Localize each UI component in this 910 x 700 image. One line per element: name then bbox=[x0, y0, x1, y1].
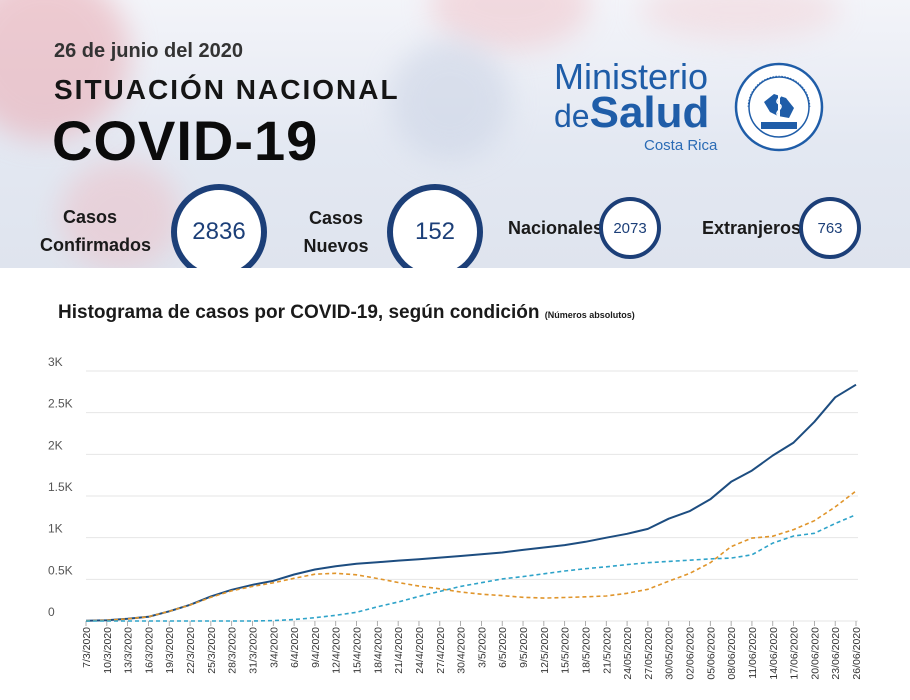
x-tick-label: 22/3/2020 bbox=[185, 627, 197, 674]
series-line-2 bbox=[85, 490, 857, 622]
header-banner: 26 de junio del 2020 SITUACIÓN NACIONAL … bbox=[0, 0, 910, 268]
x-tick-label: 10/3/2020 bbox=[102, 627, 114, 674]
series-line-3 bbox=[86, 513, 857, 622]
y-tick-label: 3K bbox=[48, 355, 63, 369]
confirmed-label-line: Casos bbox=[62, 207, 118, 227]
y-tick-label: 1K bbox=[48, 522, 63, 536]
x-tick-label: 12/5/2020 bbox=[539, 627, 551, 674]
report-subtitle: SITUACIÓN NACIONAL bbox=[54, 74, 400, 105]
x-tick-label: 08/06/2020 bbox=[726, 627, 738, 680]
logo-de-salud: deSalud bbox=[554, 88, 709, 138]
chart-title: Histograma de casos por COVID-19, según … bbox=[58, 302, 635, 324]
chart-title-unit: (Números absolutos) bbox=[544, 310, 635, 320]
new-cases-label-line: Casos bbox=[308, 208, 364, 228]
x-tick-label: 11/06/2020 bbox=[747, 627, 759, 679]
series-line-1 bbox=[85, 383, 857, 622]
x-tick-label: 15/4/2020 bbox=[352, 627, 364, 674]
x-tick-label: 9/5/2020 bbox=[518, 627, 530, 668]
x-tick-label: 18/4/2020 bbox=[372, 627, 384, 674]
x-tick-label: 14/06/2020 bbox=[768, 627, 780, 680]
x-tick-label: 26/06/2020 bbox=[851, 627, 863, 680]
x-tick-label: 20/06/2020 bbox=[809, 627, 821, 680]
x-tick-label: 25/3/2020 bbox=[206, 627, 218, 674]
y-tick-label: 2K bbox=[48, 438, 63, 452]
x-tick-label: 31/3/2020 bbox=[247, 627, 259, 674]
virus-decoration bbox=[390, 40, 510, 160]
virus-decoration bbox=[640, 0, 840, 40]
x-tick-label: 3/4/2020 bbox=[268, 627, 280, 668]
confirmed-label-line: Confirmados bbox=[40, 235, 152, 255]
new-cases-count: 152 bbox=[387, 184, 483, 268]
x-tick-label: 16/3/2020 bbox=[143, 627, 155, 674]
x-tick-label: 15/5/2020 bbox=[560, 627, 572, 674]
x-tick-label: 27/05/2020 bbox=[643, 627, 655, 680]
new-cases-label-line: Nuevos bbox=[303, 236, 369, 256]
x-tick-label: 21/4/2020 bbox=[393, 627, 405, 674]
report-date: 26 de junio del 2020 bbox=[54, 40, 243, 62]
x-tick-label: 7/3/2020 bbox=[81, 627, 93, 668]
x-tick-label: 19/3/2020 bbox=[164, 627, 176, 674]
x-tick-label: 30/05/2020 bbox=[664, 627, 676, 680]
x-tick-label: 21/5/2020 bbox=[601, 627, 613, 674]
cases-line-chart: 0 0.5K 1K 1.5K 2K 2.5K 3K 7/3/2020 10/3/2020 13/3… bbox=[48, 355, 863, 680]
x-tick-label: 12/4/2020 bbox=[331, 627, 343, 674]
foreign-label: Extranjeros bbox=[702, 218, 802, 238]
x-tick-label: 6/5/2020 bbox=[497, 627, 509, 668]
y-tick-label: 0.5K bbox=[48, 563, 73, 577]
x-tick-label: 6/4/2020 bbox=[289, 627, 301, 668]
y-tick-label: 0 bbox=[48, 605, 55, 619]
x-tick-label: 3/5/2020 bbox=[476, 627, 488, 668]
x-tick-label: 28/3/2020 bbox=[227, 627, 239, 674]
ministry-seal-icon bbox=[734, 62, 824, 152]
x-tick-label: 18/5/2020 bbox=[580, 627, 592, 674]
y-tick-label: 1.5K bbox=[48, 480, 73, 494]
x-tick-label: 23/06/2020 bbox=[830, 627, 842, 680]
national-label: Nacionales bbox=[508, 218, 604, 238]
x-tick-label: 9/4/2020 bbox=[310, 627, 322, 668]
x-tick-label: 05/06/2020 bbox=[705, 627, 717, 680]
x-tick-label: 17/06/2020 bbox=[789, 627, 801, 680]
chart-title-text: Histograma de casos por COVID-19, según … bbox=[58, 302, 540, 323]
y-tick-label: 2.5K bbox=[48, 397, 73, 411]
x-tick-label: 13/3/2020 bbox=[123, 627, 135, 674]
foreign-count: 763 bbox=[799, 197, 861, 259]
logo-salud: Salud bbox=[589, 88, 710, 137]
x-tick-label: 24/4/2020 bbox=[414, 627, 426, 674]
confirmed-count: 2836 bbox=[171, 184, 267, 268]
logo-de: de bbox=[554, 98, 590, 134]
x-tick-label: 24/05/2020 bbox=[622, 627, 634, 680]
logo-ministerio: Ministerio bbox=[554, 56, 709, 97]
confirmed-label: Casos Confirmados bbox=[40, 203, 152, 259]
x-tick-label: 02/06/2020 bbox=[685, 627, 697, 680]
x-tick-label: 27/4/2020 bbox=[435, 627, 447, 674]
logo-costa-rica: Costa Rica bbox=[644, 137, 718, 154]
report-title: COVID-19 bbox=[52, 109, 319, 172]
virus-decoration bbox=[60, 160, 180, 268]
national-count: 2073 bbox=[599, 197, 661, 259]
x-tick-label: 30/4/2020 bbox=[456, 627, 468, 674]
new-cases-label: Casos Nuevos bbox=[296, 204, 376, 260]
